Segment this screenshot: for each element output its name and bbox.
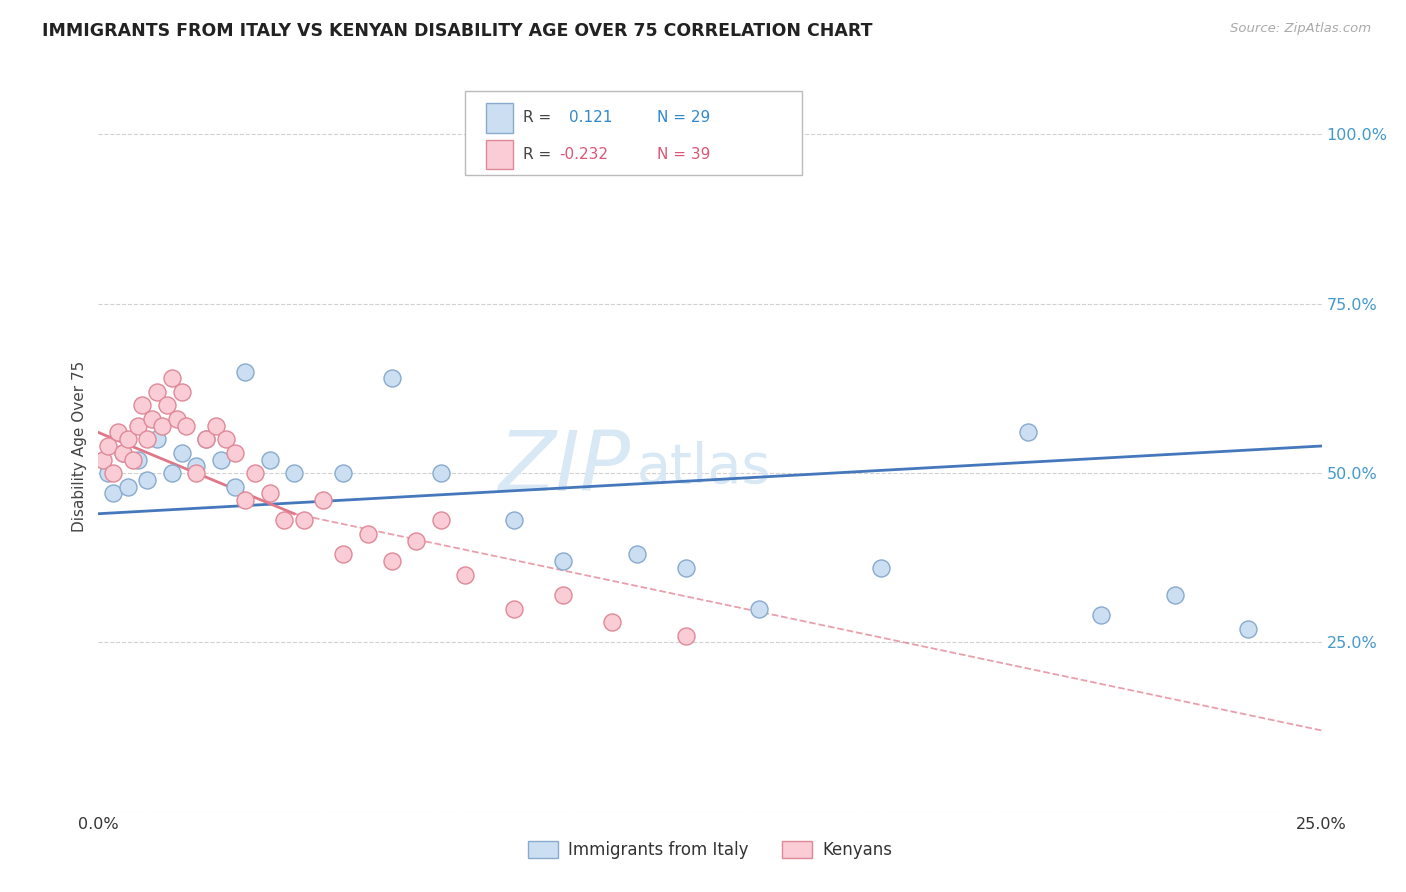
- Point: [136, 473, 159, 487]
- Text: R =: R =: [523, 111, 551, 126]
- Point: [259, 452, 281, 467]
- Point: [186, 466, 208, 480]
- Bar: [486, 103, 513, 133]
- Text: ZIP: ZIP: [499, 427, 630, 508]
- Point: [166, 412, 188, 426]
- Point: [292, 514, 315, 528]
- Point: [91, 452, 114, 467]
- Point: [243, 466, 266, 480]
- Point: [176, 418, 198, 433]
- Point: [214, 432, 236, 446]
- Point: [675, 629, 697, 643]
- Point: [332, 547, 354, 561]
- Point: [381, 371, 404, 385]
- Point: [224, 480, 246, 494]
- Point: [136, 432, 159, 446]
- Point: [405, 533, 427, 548]
- Point: [454, 567, 477, 582]
- Bar: [486, 140, 513, 169]
- Point: [101, 486, 124, 500]
- Point: [233, 493, 256, 508]
- Point: [101, 466, 124, 480]
- Point: [553, 588, 575, 602]
- Text: 0.121: 0.121: [569, 111, 613, 126]
- Point: [1237, 622, 1260, 636]
- Point: [430, 514, 453, 528]
- Point: [600, 615, 623, 629]
- Y-axis label: Disability Age Over 75: Disability Age Over 75: [72, 360, 87, 532]
- Point: [146, 384, 169, 399]
- Point: [626, 547, 648, 561]
- Point: [312, 493, 335, 508]
- Point: [259, 486, 281, 500]
- Point: [430, 466, 453, 480]
- Text: N = 39: N = 39: [658, 147, 711, 162]
- Point: [205, 418, 228, 433]
- Text: IMMIGRANTS FROM ITALY VS KENYAN DISABILITY AGE OVER 75 CORRELATION CHART: IMMIGRANTS FROM ITALY VS KENYAN DISABILI…: [42, 22, 873, 40]
- Point: [97, 439, 120, 453]
- Text: R =: R =: [523, 147, 551, 162]
- Point: [127, 418, 149, 433]
- Point: [356, 527, 378, 541]
- Point: [1164, 588, 1187, 602]
- Point: [111, 446, 134, 460]
- Point: [97, 466, 120, 480]
- Point: [224, 446, 246, 460]
- Point: [117, 432, 139, 446]
- Point: [503, 514, 526, 528]
- Point: [141, 412, 163, 426]
- Point: [107, 425, 129, 440]
- Legend: Immigrants from Italy, Kenyans: Immigrants from Italy, Kenyans: [522, 834, 898, 865]
- Point: [121, 452, 143, 467]
- Point: [160, 371, 183, 385]
- Point: [117, 480, 139, 494]
- Point: [748, 601, 770, 615]
- Point: [160, 466, 183, 480]
- Point: [233, 364, 256, 378]
- Text: atlas: atlas: [637, 441, 770, 495]
- Point: [381, 554, 404, 568]
- Point: [675, 561, 697, 575]
- Point: [111, 446, 134, 460]
- Point: [1017, 425, 1039, 440]
- Point: [127, 452, 149, 467]
- FancyBboxPatch shape: [465, 91, 801, 176]
- Point: [553, 554, 575, 568]
- Point: [170, 384, 193, 399]
- Point: [332, 466, 354, 480]
- Point: [150, 418, 173, 433]
- Text: N = 29: N = 29: [658, 111, 710, 126]
- Point: [503, 601, 526, 615]
- Point: [283, 466, 305, 480]
- Point: [195, 432, 218, 446]
- Point: [146, 432, 169, 446]
- Point: [1090, 608, 1112, 623]
- Text: Source: ZipAtlas.com: Source: ZipAtlas.com: [1230, 22, 1371, 36]
- Point: [170, 446, 193, 460]
- Point: [186, 459, 208, 474]
- Point: [209, 452, 232, 467]
- Point: [870, 561, 893, 575]
- Point: [156, 398, 179, 412]
- Point: [195, 432, 218, 446]
- Text: -0.232: -0.232: [560, 147, 609, 162]
- Point: [131, 398, 153, 412]
- Point: [273, 514, 295, 528]
